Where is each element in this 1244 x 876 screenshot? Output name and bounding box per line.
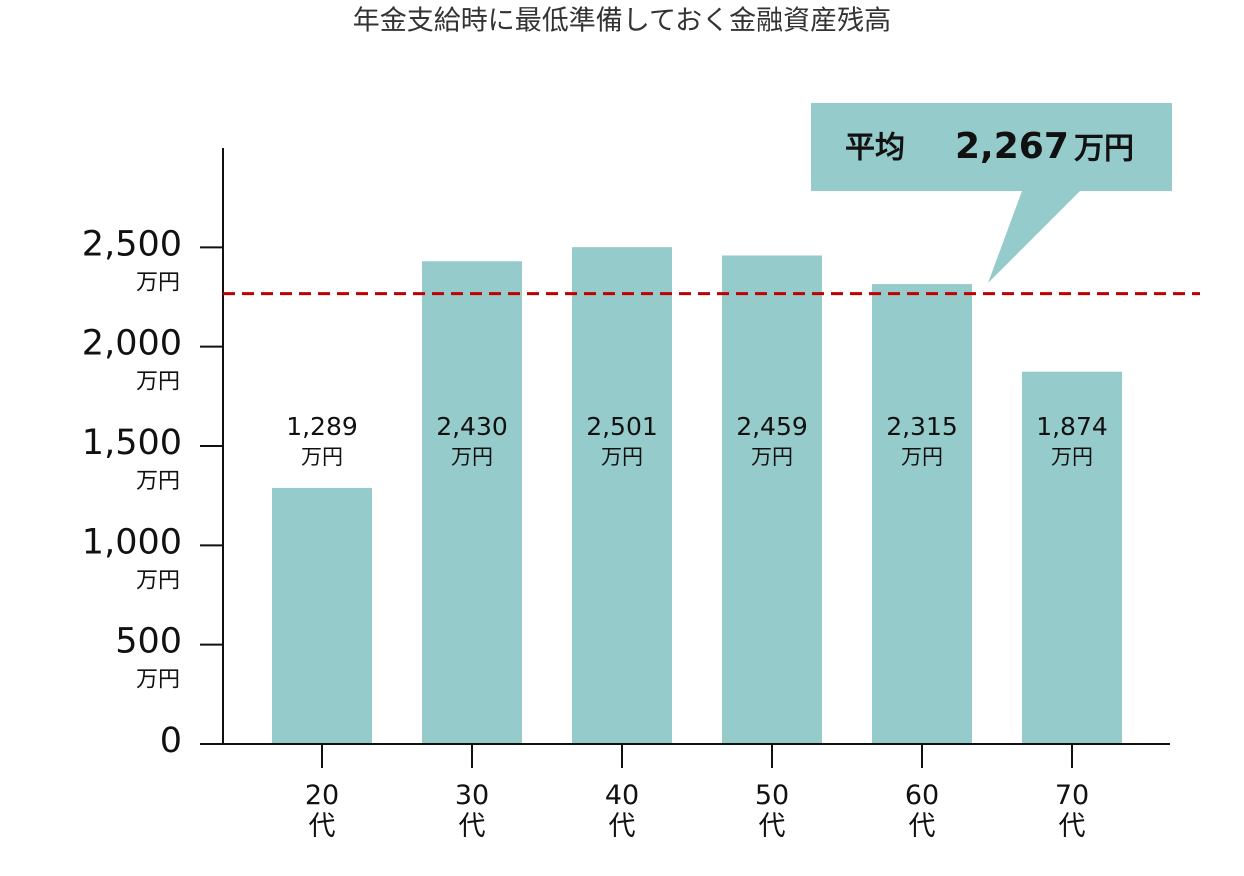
- bar: [722, 255, 822, 744]
- y-tick-label: 1,500: [82, 423, 182, 463]
- bar: [872, 284, 972, 744]
- value-unit: 万円: [901, 445, 943, 469]
- value-label: 2,501: [586, 412, 658, 441]
- value-label: 1,874: [1036, 412, 1108, 441]
- value-label: 1,289: [286, 412, 358, 441]
- x-tick-label: 20代: [304, 780, 340, 842]
- x-tick-label: 70代: [1054, 780, 1090, 842]
- y-tick-unit: 万円: [136, 668, 180, 693]
- y-tick-unit: 万円: [136, 568, 180, 593]
- value-unit: 万円: [1051, 445, 1093, 469]
- x-tick-label: 40代: [604, 780, 640, 842]
- average-label: 平均: [845, 131, 905, 166]
- value-label: 2,430: [436, 412, 508, 441]
- y-tick-label: 0: [160, 721, 182, 761]
- x-tick-label: 30代: [454, 780, 490, 842]
- y-tick-label: 2,500: [82, 224, 182, 264]
- average-value: 2,267: [955, 126, 1069, 167]
- x-tick-label: 50代: [754, 780, 790, 842]
- value-unit: 万円: [451, 445, 493, 469]
- y-tick-unit: 万円: [136, 469, 180, 494]
- callout: [811, 103, 1172, 283]
- y-tick-label: 1,000: [82, 522, 182, 562]
- bar: [572, 247, 672, 744]
- value-label: 2,315: [886, 412, 958, 441]
- value-label: 2,459: [736, 412, 808, 441]
- y-tick-unit: 万円: [136, 270, 180, 295]
- y-tick-label: 500: [115, 622, 182, 662]
- value-unit: 万円: [601, 445, 643, 469]
- y-tick-label: 2,000: [82, 324, 182, 364]
- y-tick-unit: 万円: [136, 370, 180, 395]
- chart-title: 年金支給時に最低準備しておく金融資産残高: [353, 6, 891, 37]
- value-unit: 万円: [301, 445, 343, 469]
- x-tick-label: 60代: [904, 780, 940, 842]
- value-unit: 万円: [751, 445, 793, 469]
- bar: [272, 487, 372, 744]
- bar: [1022, 371, 1122, 744]
- average-unit: 万円: [1074, 132, 1134, 167]
- bar: [422, 261, 522, 744]
